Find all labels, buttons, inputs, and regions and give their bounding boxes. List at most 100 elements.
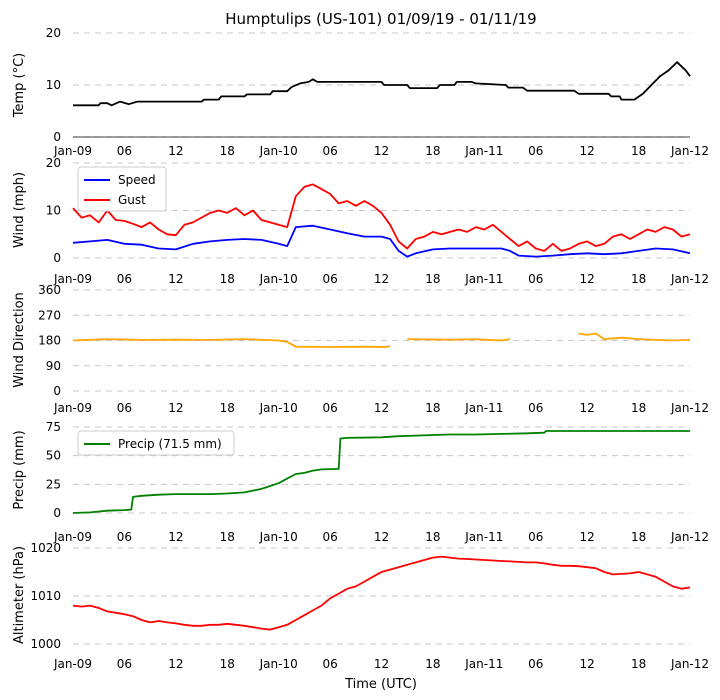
xtick-label-wind: 12	[374, 272, 389, 286]
xtick-label-alt: 06	[322, 657, 337, 671]
xtick-label-temp: 12	[580, 144, 595, 158]
xtick-label-alt: 06	[117, 657, 132, 671]
x-axis-label: Time (UTC)	[344, 677, 417, 692]
legend-label-wind: Gust	[118, 193, 146, 207]
xtick-label-temp: 06	[322, 144, 337, 158]
xtick-label-precip: 12	[580, 530, 595, 544]
xtick-label-precip: Jan-09	[53, 530, 92, 544]
xtick-label-alt: Jan-11	[464, 657, 503, 671]
ytick-label-alt: 1000	[30, 637, 61, 651]
xtick-label-temp: 12	[374, 144, 389, 158]
panel-temp: 0 10 20 Temp (°C) Jan-09 06 12 18 Jan-10 06 12 18 Ja…	[12, 26, 709, 158]
xtick-label-alt: 18	[220, 657, 235, 671]
series-line-wind-1-0	[72, 183, 691, 252]
xtick-label-alt: 18	[425, 657, 440, 671]
xtick-label-wind: 18	[425, 272, 440, 286]
ytick-label-alt: 1020	[30, 541, 61, 555]
xtick-label-temp: 18	[425, 144, 440, 158]
ytick-label-dir: 360	[38, 283, 61, 297]
xtick-label-temp: Jan-11	[464, 144, 503, 158]
legend-box-precip	[77, 430, 235, 456]
series-line-dir-0-2	[578, 332, 691, 342]
xtick-label-wind: 06	[528, 272, 543, 286]
xtick-label-dir: Jan-12	[670, 401, 709, 415]
xtick-label-wind: Jan-09	[53, 272, 92, 286]
ytick-label-dir: 0	[53, 384, 61, 398]
ytick-label-precip: 75	[46, 420, 61, 434]
xtick-label-dir: Jan-09	[53, 401, 92, 415]
y-axis-label-precip: Precip (mm)	[12, 430, 27, 509]
ytick-label-dir: 90	[46, 359, 61, 373]
xtick-label-precip: 18	[220, 530, 235, 544]
y-axis-label-wind: Wind (mph)	[12, 172, 27, 248]
xtick-label-precip: 06	[322, 530, 337, 544]
xtick-label-alt: 06	[528, 657, 543, 671]
xtick-label-temp: Jan-10	[259, 144, 298, 158]
xtick-label-temp: 18	[631, 144, 646, 158]
xtick-label-dir: 06	[117, 401, 132, 415]
xtick-label-wind: 18	[631, 272, 646, 286]
series-line-dir-0-1	[407, 338, 511, 342]
xtick-label-alt: 12	[580, 657, 595, 671]
xtick-label-wind: Jan-12	[670, 272, 709, 286]
xtick-label-temp: Jan-09	[53, 144, 92, 158]
xtick-label-temp: 06	[528, 144, 543, 158]
y-axis-label-temp: Temp (°C)	[12, 53, 27, 119]
xtick-label-dir: 18	[425, 401, 440, 415]
xtick-label-precip: 06	[117, 530, 132, 544]
xtick-label-dir: 18	[631, 401, 646, 415]
xtick-label-temp: 18	[220, 144, 235, 158]
series-line-alt-0-0	[72, 555, 691, 631]
xtick-label-dir: 06	[528, 401, 543, 415]
ytick-label-wind: 20	[46, 156, 61, 170]
panel-precip: 0 25 50 75 Precip (mm) Jan-09 06 12 18 Jan-10 06 12…	[12, 420, 709, 544]
xtick-label-precip: 12	[168, 530, 183, 544]
xtick-label-alt: Jan-10	[259, 657, 298, 671]
ytick-label-wind: 0	[53, 251, 61, 265]
ytick-label-precip: 0	[53, 506, 61, 520]
xtick-label-precip: 12	[374, 530, 389, 544]
xtick-label-temp: Jan-12	[670, 144, 709, 158]
ytick-label-dir: 180	[38, 334, 61, 348]
series-line-temp-0-0	[73, 61, 691, 107]
xtick-label-precip: Jan-10	[259, 530, 298, 544]
xtick-label-precip: 06	[528, 530, 543, 544]
xtick-label-dir: 12	[374, 401, 389, 415]
ytick-label-precip: 25	[46, 477, 61, 491]
series-line-dir-0-0	[72, 338, 391, 348]
xtick-label-alt: 18	[631, 657, 646, 671]
xtick-label-alt: 12	[374, 657, 389, 671]
legend-label-precip: Precip (71.5 mm)	[118, 437, 222, 451]
xtick-label-wind: 06	[322, 272, 337, 286]
xtick-label-wind: 12	[168, 272, 183, 286]
ytick-label-precip: 50	[46, 449, 61, 463]
ytick-label-wind: 10	[46, 204, 61, 218]
xtick-label-wind: 06	[117, 272, 132, 286]
xtick-label-alt: Jan-12	[670, 657, 709, 671]
panel-dir: 0 90 180 270 360 Wind Direction Jan-09 06 12 18 Ja…	[12, 283, 709, 415]
xtick-label-dir: Jan-10	[259, 401, 298, 415]
y-axis-label-dir: Wind Direction	[12, 292, 27, 388]
ytick-label-temp: 10	[46, 78, 61, 92]
xtick-label-precip: Jan-12	[670, 530, 709, 544]
ytick-label-dir: 270	[38, 308, 61, 322]
xtick-label-wind: Jan-10	[259, 272, 298, 286]
chart-title: Humptulips (US-101) 01/09/19 - 01/11/19	[225, 10, 536, 28]
legend-label-wind: Speed	[118, 173, 156, 187]
y-axis-label-alt: Altimeter (hPa)	[12, 546, 27, 644]
ytick-label-temp: 0	[53, 130, 61, 144]
xtick-label-temp: 12	[168, 144, 183, 158]
xtick-label-precip: 18	[425, 530, 440, 544]
xtick-label-precip: 18	[631, 530, 646, 544]
xtick-label-dir: Jan-11	[464, 401, 503, 415]
ytick-label-temp: 20	[46, 26, 61, 40]
xtick-label-dir: 18	[220, 401, 235, 415]
xtick-label-alt: 12	[168, 657, 183, 671]
xtick-label-dir: 12	[168, 401, 183, 415]
xtick-label-alt: Jan-09	[53, 657, 92, 671]
xtick-label-precip: Jan-11	[464, 530, 503, 544]
xtick-label-temp: 06	[117, 144, 132, 158]
